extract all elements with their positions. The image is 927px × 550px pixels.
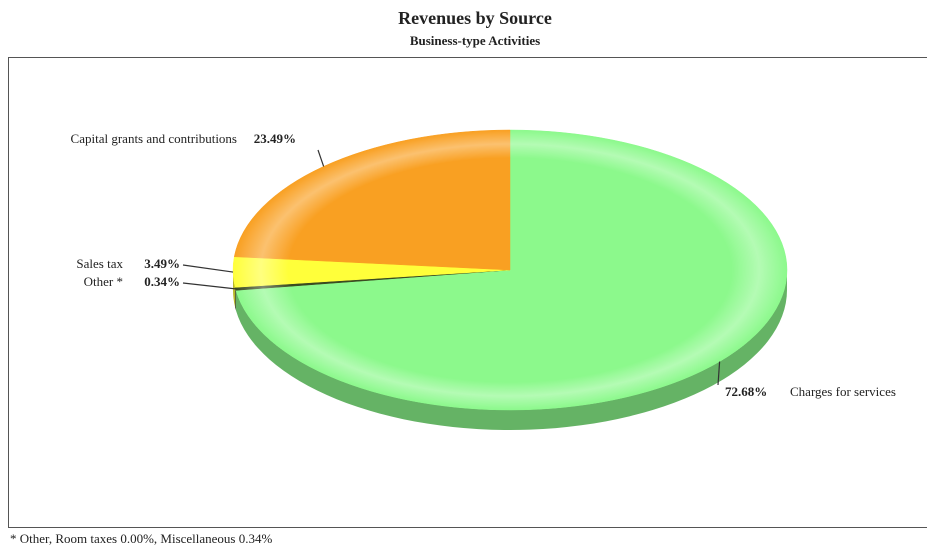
slice-label: Sales tax: [76, 256, 123, 271]
pie: [232, 129, 788, 431]
leader-line: [182, 264, 234, 273]
footnote: * Other, Room taxes 0.00%, Miscellaneous…: [10, 531, 272, 546]
slice-side: [235, 287, 236, 311]
slice-value-label: 23.49%: [254, 131, 296, 146]
slice-label: Charges for services: [790, 384, 896, 399]
slice-shine: [233, 130, 787, 410]
leader-line: [717, 361, 721, 386]
slice-label: Capital grants and contributions: [71, 131, 237, 146]
leader-line: [182, 282, 236, 290]
leader-line: [317, 149, 325, 167]
slice-value-label: 3.49%: [144, 256, 180, 271]
slice-value-label: 0.34%: [144, 274, 180, 289]
chart-title: Revenues by Source: [398, 8, 552, 28]
slice-label: Other *: [84, 274, 123, 289]
slice-value-label: 72.68%: [725, 384, 767, 399]
chart-subtitle: Business-type Activities: [410, 33, 540, 48]
plot-frame: [8, 57, 927, 528]
